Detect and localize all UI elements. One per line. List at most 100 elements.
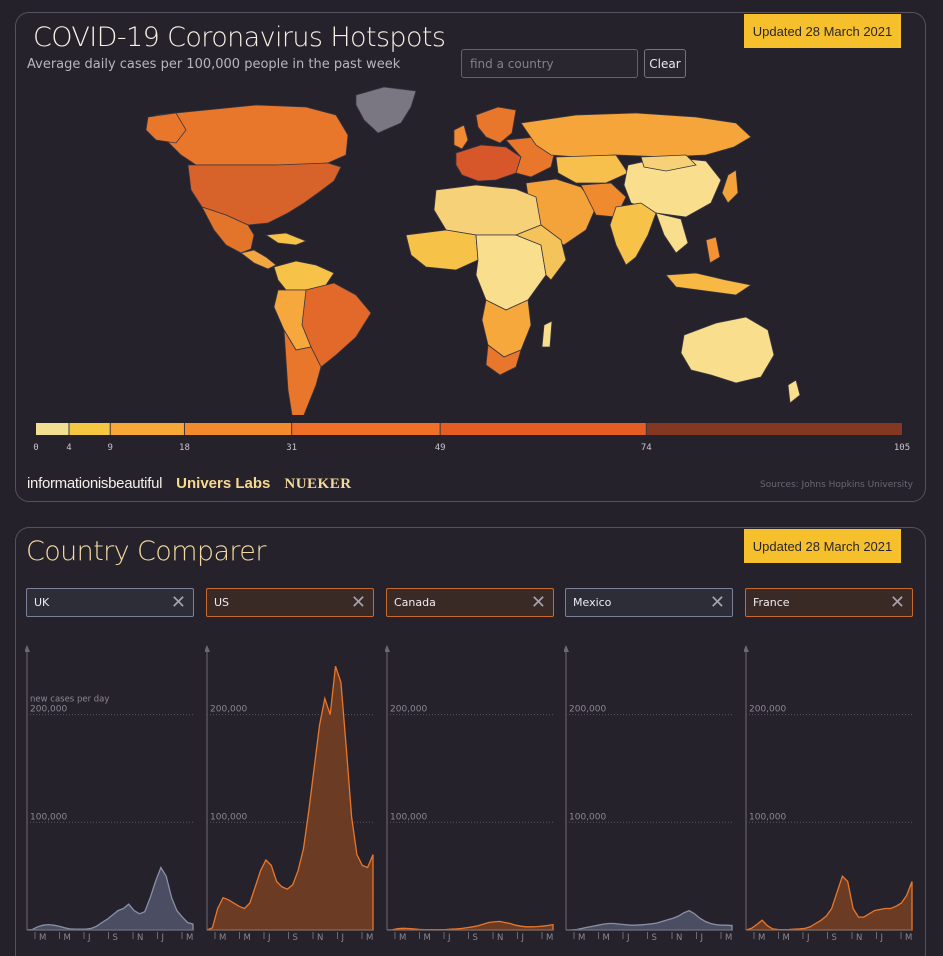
region-se-asia[interactable] [655, 212, 689, 254]
country-chart: 200,000 100,000 M M J S N J M [385, 645, 554, 943]
country-chart: 200,000 100,000 new cases per day M M J S N J M [25, 645, 194, 943]
region-indonesia[interactable] [665, 272, 753, 296]
region-india[interactable] [609, 202, 657, 266]
country-select-mexico[interactable]: Mexico ✕ [565, 588, 733, 617]
y-axis-arrow [564, 645, 569, 652]
region-uk[interactable] [453, 124, 469, 150]
region-greenland[interactable] [355, 86, 417, 134]
region-east-africa[interactable] [514, 224, 567, 281]
x-tick-label: N [856, 933, 862, 943]
x-tick-label: N [317, 933, 323, 943]
country-search-input[interactable] [461, 49, 638, 78]
y-tick-label: 100,000 [569, 812, 606, 822]
region-russia[interactable] [520, 112, 752, 158]
clear-button[interactable]: Clear [644, 49, 686, 78]
series-area-france[interactable] [745, 874, 913, 931]
country-label: UK [34, 596, 50, 609]
remove-country-icon[interactable]: ✕ [170, 591, 186, 613]
x-tick-label: M [758, 933, 765, 943]
region-australia[interactable] [680, 316, 775, 384]
region-scandinavia[interactable] [475, 106, 517, 144]
region-japan[interactable] [721, 169, 739, 204]
country-label: Canada [394, 596, 436, 609]
country-select-canada[interactable]: Canada ✕ [386, 588, 554, 617]
x-tick-label: M [399, 933, 406, 943]
region-north-africa[interactable] [433, 184, 542, 236]
country-label: Mexico [573, 596, 612, 609]
legend-tick-label: 74 [640, 443, 652, 453]
country-chart: 200,000 100,000 M M J S N J M [205, 645, 374, 943]
map-subtitle: Average daily cases per 100,000 people i… [27, 57, 401, 72]
legend-tick-label: 0 [33, 443, 39, 453]
legend-tick-label: 49 [434, 443, 446, 453]
series-area-us[interactable] [206, 665, 374, 931]
x-tick-label: S [652, 933, 657, 943]
region-canada[interactable] [155, 104, 349, 166]
y-tick-label: 200,000 [30, 705, 67, 715]
y-axis-arrow [385, 645, 390, 652]
region-madagascar[interactable] [541, 320, 553, 348]
region-caribbean[interactable] [264, 232, 308, 246]
region-new-zealand[interactable] [787, 379, 801, 404]
remove-country-icon[interactable]: ✕ [530, 591, 546, 613]
series-area-mexico[interactable] [565, 909, 733, 931]
x-tick-label: J [447, 933, 451, 943]
world-map[interactable] [16, 85, 925, 415]
y-tick-label: 200,000 [210, 705, 247, 715]
x-tick-label: M [186, 933, 193, 943]
region-west-africa[interactable] [405, 229, 479, 271]
country-label: France [753, 596, 790, 609]
sources-note: Sources: Johns Hopkins University [760, 480, 913, 490]
x-tick-label: M [603, 933, 610, 943]
brand-nueker[interactable]: NUEKER [284, 476, 352, 492]
country-select-france[interactable]: France ✕ [745, 588, 913, 617]
region-kazakhstan[interactable] [555, 154, 629, 184]
region-philippines[interactable] [705, 236, 721, 264]
legend-segment [110, 423, 185, 435]
x-tick-label: S [113, 933, 118, 943]
series-area-uk[interactable] [26, 866, 194, 931]
remove-country-icon[interactable]: ✕ [889, 591, 905, 613]
legend-segment [36, 423, 69, 435]
y-axis-arrow [744, 645, 749, 652]
region-alaska[interactable] [145, 112, 187, 144]
x-tick-label: J [267, 933, 271, 943]
region-chile-argentina[interactable] [283, 329, 322, 415]
x-tick-label: J [521, 933, 525, 943]
remove-country-icon[interactable]: ✕ [350, 591, 366, 613]
legend-tick-label: 31 [286, 443, 298, 453]
x-tick-label: M [783, 933, 790, 943]
series-area-canada[interactable] [386, 920, 554, 931]
y-tick-label: 200,000 [569, 705, 606, 715]
region-mongolia[interactable] [640, 154, 697, 172]
x-tick-label: M [578, 933, 585, 943]
x-tick-label: S [293, 933, 298, 943]
remove-country-icon[interactable]: ✕ [709, 591, 725, 613]
y-tick-label: 100,000 [749, 812, 786, 822]
country-select-uk[interactable]: UK ✕ [26, 588, 194, 617]
y-tick-label: 200,000 [390, 705, 427, 715]
y-tick-label: 100,000 [30, 812, 67, 822]
x-tick-label: J [161, 933, 165, 943]
x-tick-label: J [806, 933, 810, 943]
country-select-us[interactable]: US ✕ [206, 588, 374, 617]
y-tick-label: 100,000 [390, 812, 427, 822]
x-tick-label: J [626, 933, 630, 943]
brand-informationisbeautiful[interactable]: informationisbeautiful [27, 475, 163, 492]
region-mexico[interactable] [201, 206, 255, 254]
y-tick-label: 100,000 [210, 812, 247, 822]
brand-univers-labs[interactable]: Univers Labs [176, 475, 271, 492]
legend-tick-label: 4 [66, 443, 72, 453]
x-tick-label: M [424, 933, 431, 943]
x-tick-label: J [700, 933, 704, 943]
legend-segment [68, 423, 111, 435]
y-axis-arrow [25, 645, 30, 652]
x-tick-label: M [219, 933, 226, 943]
comparer-panel: Country Comparer Updated 28 March 2021 U… [15, 527, 926, 956]
region-central-america[interactable] [240, 249, 277, 270]
region-central-africa[interactable] [475, 234, 547, 311]
legend-tick-label: 9 [107, 443, 113, 453]
region-western-europe[interactable] [455, 144, 522, 182]
region-south-africa[interactable] [485, 344, 522, 376]
updated-badge: Updated 28 March 2021 [744, 14, 901, 48]
